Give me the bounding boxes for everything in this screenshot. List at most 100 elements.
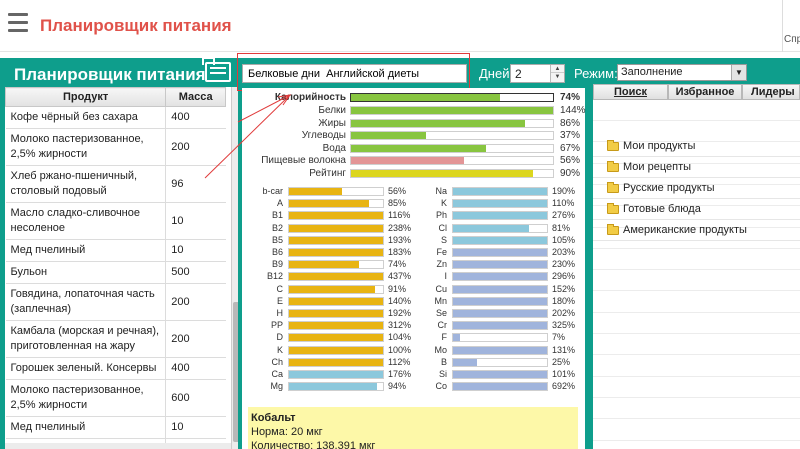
product-mass-cell[interactable]: 10 xyxy=(165,202,226,240)
micro-bar xyxy=(288,284,384,294)
product-mass-cell[interactable]: 200 xyxy=(165,283,226,321)
product-mass-cell[interactable]: 96 xyxy=(165,165,226,203)
product-name-cell[interactable]: Молоко пастеризованное, 2,5% жирности xyxy=(5,379,167,417)
micro-bar xyxy=(452,260,548,270)
folder-item[interactable]: Американские продукты xyxy=(593,220,800,241)
product-name-cell[interactable]: Молоко пастеризованное, 2,5% жирности xyxy=(5,128,167,166)
product-name-cell[interactable]: Говядина, лопаточная часть (заплечная) xyxy=(5,283,167,321)
product-name-cell[interactable]: Хлеб ржано-пшеничный, столовый подовый xyxy=(5,165,167,203)
product-mass-cell[interactable]: 10 xyxy=(165,239,226,262)
scrollbar-thumb[interactable] xyxy=(233,302,238,442)
table-row[interactable]: Масло сладко-сливочное несоленое 10 xyxy=(5,202,226,240)
micro-percent: 100% xyxy=(388,344,412,355)
micro-label: Fe xyxy=(436,247,447,257)
folder-icon xyxy=(607,161,619,172)
chevron-down-icon[interactable]: ▼ xyxy=(731,65,746,80)
micro-bar-fill xyxy=(289,285,375,293)
product-mass-cell[interactable]: 200 xyxy=(165,128,226,166)
table-row[interactable]: Кофе чёрный без сахара 400 xyxy=(5,106,226,129)
micro-label: K xyxy=(276,344,283,355)
nutrient-bar-fill xyxy=(351,170,533,177)
days-value[interactable]: 2 xyxy=(515,67,522,81)
nutrient-bar xyxy=(350,106,554,115)
tab-search[interactable]: Поиск xyxy=(593,84,668,100)
product-name-cell[interactable]: Масло сладко-сливочное несоленое xyxy=(5,202,167,240)
micro-percent: 176% xyxy=(388,369,412,379)
tab-favorites[interactable]: Избранное xyxy=(668,84,742,100)
product-name-cell[interactable]: Мед пчелиный xyxy=(5,416,167,439)
table-row[interactable]: Горошек зеленый. Консервы 400 xyxy=(5,357,226,380)
menu-icon[interactable] xyxy=(8,13,28,37)
table-row[interactable]: Молоко пастеризованное, 2,5% жирности 600 xyxy=(5,379,226,417)
micro-bar-fill xyxy=(289,236,383,244)
help-link[interactable]: Спр xyxy=(784,34,800,45)
days-spinner[interactable]: 2 ▲ ▼ xyxy=(510,64,565,83)
table-row[interactable]: Молоко пастеризованное, 2,5% жирности 200 xyxy=(5,128,226,166)
micro-percent: 140% xyxy=(388,295,412,306)
product-mass-cell[interactable]: 500 xyxy=(165,261,226,284)
horizontal-scrollbar[interactable] xyxy=(5,443,231,449)
folder-icon xyxy=(607,182,619,193)
micro-percent: 692% xyxy=(552,381,576,392)
micro-label: Ch xyxy=(271,356,283,367)
table-row[interactable]: Хлеб ржано-пшеничный, столовый подовый 96 xyxy=(5,165,226,203)
micro-bar xyxy=(452,370,548,379)
column-header-product[interactable]: Продукт xyxy=(5,87,167,107)
folder-item[interactable]: Мои рецепты xyxy=(593,157,800,178)
micro-bar-fill xyxy=(289,224,383,232)
vertical-scrollbar[interactable] xyxy=(231,87,238,449)
micro-bar-fill xyxy=(289,383,378,391)
product-name-cell[interactable]: Камбала (морская и речная), приготовленн… xyxy=(5,320,167,358)
product-mass-cell[interactable]: 10 xyxy=(165,416,226,439)
folder-item[interactable]: Мои продукты xyxy=(593,136,800,157)
product-name-cell[interactable]: Кофе чёрный без сахара xyxy=(5,106,167,129)
mode-select[interactable]: Заполнение ▼ xyxy=(617,64,747,81)
product-mass-cell[interactable]: 200 xyxy=(165,320,226,358)
micro-percent: 192% xyxy=(388,308,412,318)
micro-label: b-car xyxy=(262,186,283,196)
micro-bar-fill xyxy=(453,334,460,342)
row-divider xyxy=(593,162,800,164)
micro-bar-fill xyxy=(289,358,383,366)
table-row[interactable]: Мед пчелиный 10 xyxy=(5,239,226,262)
spinner-down-icon[interactable]: ▼ xyxy=(554,74,561,80)
micro-percent: 81% xyxy=(552,222,571,233)
table-row[interactable]: Камбала (морская и речная), приготовленн… xyxy=(5,320,226,358)
micro-percent: 193% xyxy=(388,234,412,245)
product-name-cell[interactable]: Горошек зеленый. Консервы xyxy=(5,357,167,380)
print-icon[interactable] xyxy=(202,57,231,82)
micro-bar xyxy=(452,309,548,318)
folder-item[interactable]: Готовые блюда xyxy=(593,199,800,220)
row-divider xyxy=(593,375,800,377)
table-row[interactable]: Мед пчелиный 10 xyxy=(5,416,226,439)
table-row[interactable]: Бульон 500 xyxy=(5,261,226,284)
product-mass-cell[interactable]: 400 xyxy=(165,106,226,129)
micro-bar-fill xyxy=(289,346,383,354)
diet-name-input[interactable] xyxy=(242,64,467,83)
folder-item[interactable]: Русские продукты xyxy=(593,178,800,199)
micro-bar-fill xyxy=(453,273,547,281)
mode-select-value: Заполнение xyxy=(621,66,683,78)
product-name-cell[interactable]: Мед пчелиный xyxy=(5,239,167,262)
micro-bar xyxy=(452,199,548,209)
micro-percent: 230% xyxy=(552,259,576,270)
micro-percent: 112% xyxy=(388,356,411,367)
micro-bar-fill xyxy=(453,310,547,317)
column-header-mass[interactable]: Масса xyxy=(165,87,226,107)
table-row[interactable]: Говядина, лопаточная часть (заплечная) 20… xyxy=(5,283,226,321)
micro-bar xyxy=(288,272,384,282)
spinner-up-icon[interactable]: ▲ xyxy=(551,65,564,73)
product-name-cell[interactable]: Бульон xyxy=(5,261,167,284)
nutrient-percent: 74% xyxy=(560,92,581,103)
panel-title: Планировщик питания xyxy=(14,65,206,84)
micro-bar-fill xyxy=(289,261,359,269)
row-divider xyxy=(593,418,800,420)
product-mass-cell[interactable]: 400 xyxy=(165,357,226,380)
nutrient-percent: 37% xyxy=(560,130,581,141)
micro-label: D xyxy=(276,332,284,343)
micro-percent: 91% xyxy=(388,283,407,294)
micro-bar xyxy=(452,321,548,331)
tab-leaders[interactable]: Лидеры xyxy=(742,84,800,100)
product-mass-cell[interactable]: 600 xyxy=(165,379,226,417)
micro-label: Ph xyxy=(435,210,447,221)
